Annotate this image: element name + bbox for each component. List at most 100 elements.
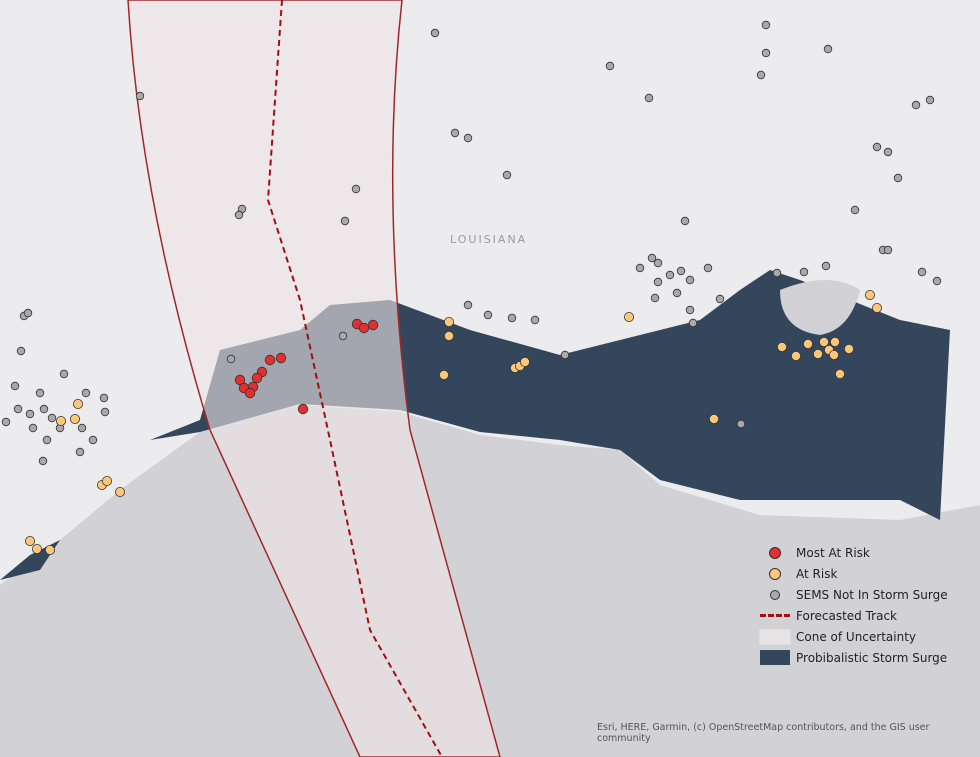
sems-site-marker[interactable]: [685, 275, 695, 285]
sems-site-marker[interactable]: [821, 261, 831, 271]
sems-site-marker[interactable]: [483, 310, 493, 320]
at-risk-site-marker[interactable]: [844, 343, 855, 354]
sems-site-marker[interactable]: [28, 423, 38, 433]
sems-site-marker[interactable]: [680, 216, 690, 226]
most-at-risk-site-marker[interactable]: [358, 322, 370, 334]
most-at-risk-site-marker[interactable]: [264, 354, 276, 366]
sems-site-marker[interactable]: [13, 404, 23, 414]
at-risk-site-marker[interactable]: [865, 289, 876, 300]
sems-site-marker[interactable]: [38, 456, 48, 466]
sems-site-marker[interactable]: [756, 70, 766, 80]
at-risk-site-marker[interactable]: [791, 350, 802, 361]
at-risk-site-marker[interactable]: [829, 349, 840, 360]
sems-site-marker[interactable]: [883, 245, 893, 255]
sems-site-marker[interactable]: [605, 61, 615, 71]
sems-site-marker[interactable]: [47, 413, 57, 423]
at-risk-site-marker[interactable]: [624, 311, 635, 322]
sems-site-marker[interactable]: [338, 331, 348, 341]
at-risk-site-marker[interactable]: [32, 544, 43, 555]
at-risk-site-marker[interactable]: [835, 368, 846, 379]
sems-site-marker[interactable]: [340, 216, 350, 226]
sems-site-marker[interactable]: [226, 354, 236, 364]
sems-site-marker[interactable]: [35, 388, 45, 398]
sems-site-marker[interactable]: [1, 417, 11, 427]
sems-site-marker[interactable]: [530, 315, 540, 325]
sems-site-marker[interactable]: [234, 210, 244, 220]
sems-site-marker[interactable]: [772, 268, 782, 278]
sems-site-marker[interactable]: [450, 128, 460, 138]
sems-site-marker[interactable]: [10, 381, 20, 391]
sems-site-marker[interactable]: [676, 266, 686, 276]
most-at-risk-site-marker[interactable]: [244, 387, 256, 399]
sems-site-marker[interactable]: [560, 350, 570, 360]
sems-site-marker[interactable]: [77, 423, 87, 433]
at-risk-site-marker[interactable]: [56, 415, 67, 426]
sems-site-marker[interactable]: [507, 313, 517, 323]
sems-site-marker[interactable]: [653, 277, 663, 287]
sems-site-marker[interactable]: [88, 435, 98, 445]
most-at-risk-site-marker[interactable]: [275, 352, 287, 364]
at-risk-site-marker[interactable]: [45, 545, 56, 556]
sems-site-marker[interactable]: [653, 258, 663, 268]
sems-site-marker[interactable]: [23, 308, 33, 318]
at-risk-site-marker[interactable]: [24, 536, 35, 547]
at-risk-site-marker[interactable]: [438, 369, 449, 380]
at-risk-site-marker[interactable]: [830, 336, 841, 347]
sems-site-marker[interactable]: [917, 267, 927, 277]
sems-site-marker[interactable]: [761, 20, 771, 30]
sems-site-marker[interactable]: [688, 318, 698, 328]
sems-site-marker[interactable]: [351, 184, 361, 194]
sems-site-marker[interactable]: [430, 28, 440, 38]
sems-site-marker[interactable]: [75, 447, 85, 457]
at-risk-site-marker[interactable]: [803, 338, 814, 349]
sems-site-marker[interactable]: [715, 294, 725, 304]
sems-site-marker[interactable]: [81, 388, 91, 398]
at-risk-site-marker[interactable]: [520, 356, 531, 367]
at-risk-site-marker[interactable]: [73, 398, 84, 409]
sems-site-marker[interactable]: [16, 346, 26, 356]
sems-site-marker[interactable]: [823, 44, 833, 54]
most-at-risk-site-marker[interactable]: [251, 372, 263, 384]
sems-site-marker[interactable]: [59, 369, 69, 379]
at-risk-site-marker[interactable]: [443, 316, 454, 327]
sems-site-marker[interactable]: [635, 263, 645, 273]
sems-site-marker[interactable]: [736, 419, 746, 429]
at-risk-site-marker[interactable]: [70, 413, 81, 424]
most-at-risk-site-marker[interactable]: [367, 319, 379, 331]
sems-site-marker[interactable]: [911, 100, 921, 110]
sems-site-marker[interactable]: [685, 305, 695, 315]
sems-site-marker[interactable]: [99, 393, 109, 403]
sems-site-marker[interactable]: [100, 407, 110, 417]
at-risk-site-marker[interactable]: [102, 475, 113, 486]
sems-site-marker[interactable]: [799, 267, 809, 277]
sems-site-marker[interactable]: [932, 276, 942, 286]
sems-site-marker[interactable]: [502, 170, 512, 180]
sems-site-marker[interactable]: [925, 95, 935, 105]
sems-site-marker[interactable]: [135, 91, 145, 101]
at-risk-site-marker[interactable]: [709, 413, 720, 424]
sems-site-marker[interactable]: [42, 435, 52, 445]
most-at-risk-site-marker[interactable]: [297, 403, 309, 415]
at-risk-site-marker[interactable]: [813, 348, 824, 359]
at-risk-site-marker[interactable]: [777, 341, 788, 352]
sems-site-marker[interactable]: [25, 409, 35, 419]
sems-site-marker[interactable]: [872, 142, 882, 152]
sems-site-marker[interactable]: [463, 300, 473, 310]
sems-site-marker[interactable]: [850, 205, 860, 215]
sems-site-marker[interactable]: [463, 133, 473, 143]
sems-site-marker[interactable]: [644, 93, 654, 103]
sems-site-marker[interactable]: [883, 147, 893, 157]
sems-site-marker[interactable]: [893, 173, 903, 183]
sems-site-marker[interactable]: [703, 263, 713, 273]
at-risk-site-marker[interactable]: [443, 330, 454, 341]
sems-site-marker[interactable]: [672, 288, 682, 298]
sems-site-marker[interactable]: [665, 270, 675, 280]
sems-site-marker[interactable]: [650, 293, 660, 303]
sems-site-marker[interactable]: [647, 253, 657, 263]
at-risk-site-marker[interactable]: [819, 336, 830, 347]
sems-site-marker[interactable]: [761, 48, 771, 58]
at-risk-site-marker[interactable]: [872, 302, 883, 313]
sems-site-marker[interactable]: [39, 404, 49, 414]
at-risk-site-marker[interactable]: [115, 486, 126, 497]
